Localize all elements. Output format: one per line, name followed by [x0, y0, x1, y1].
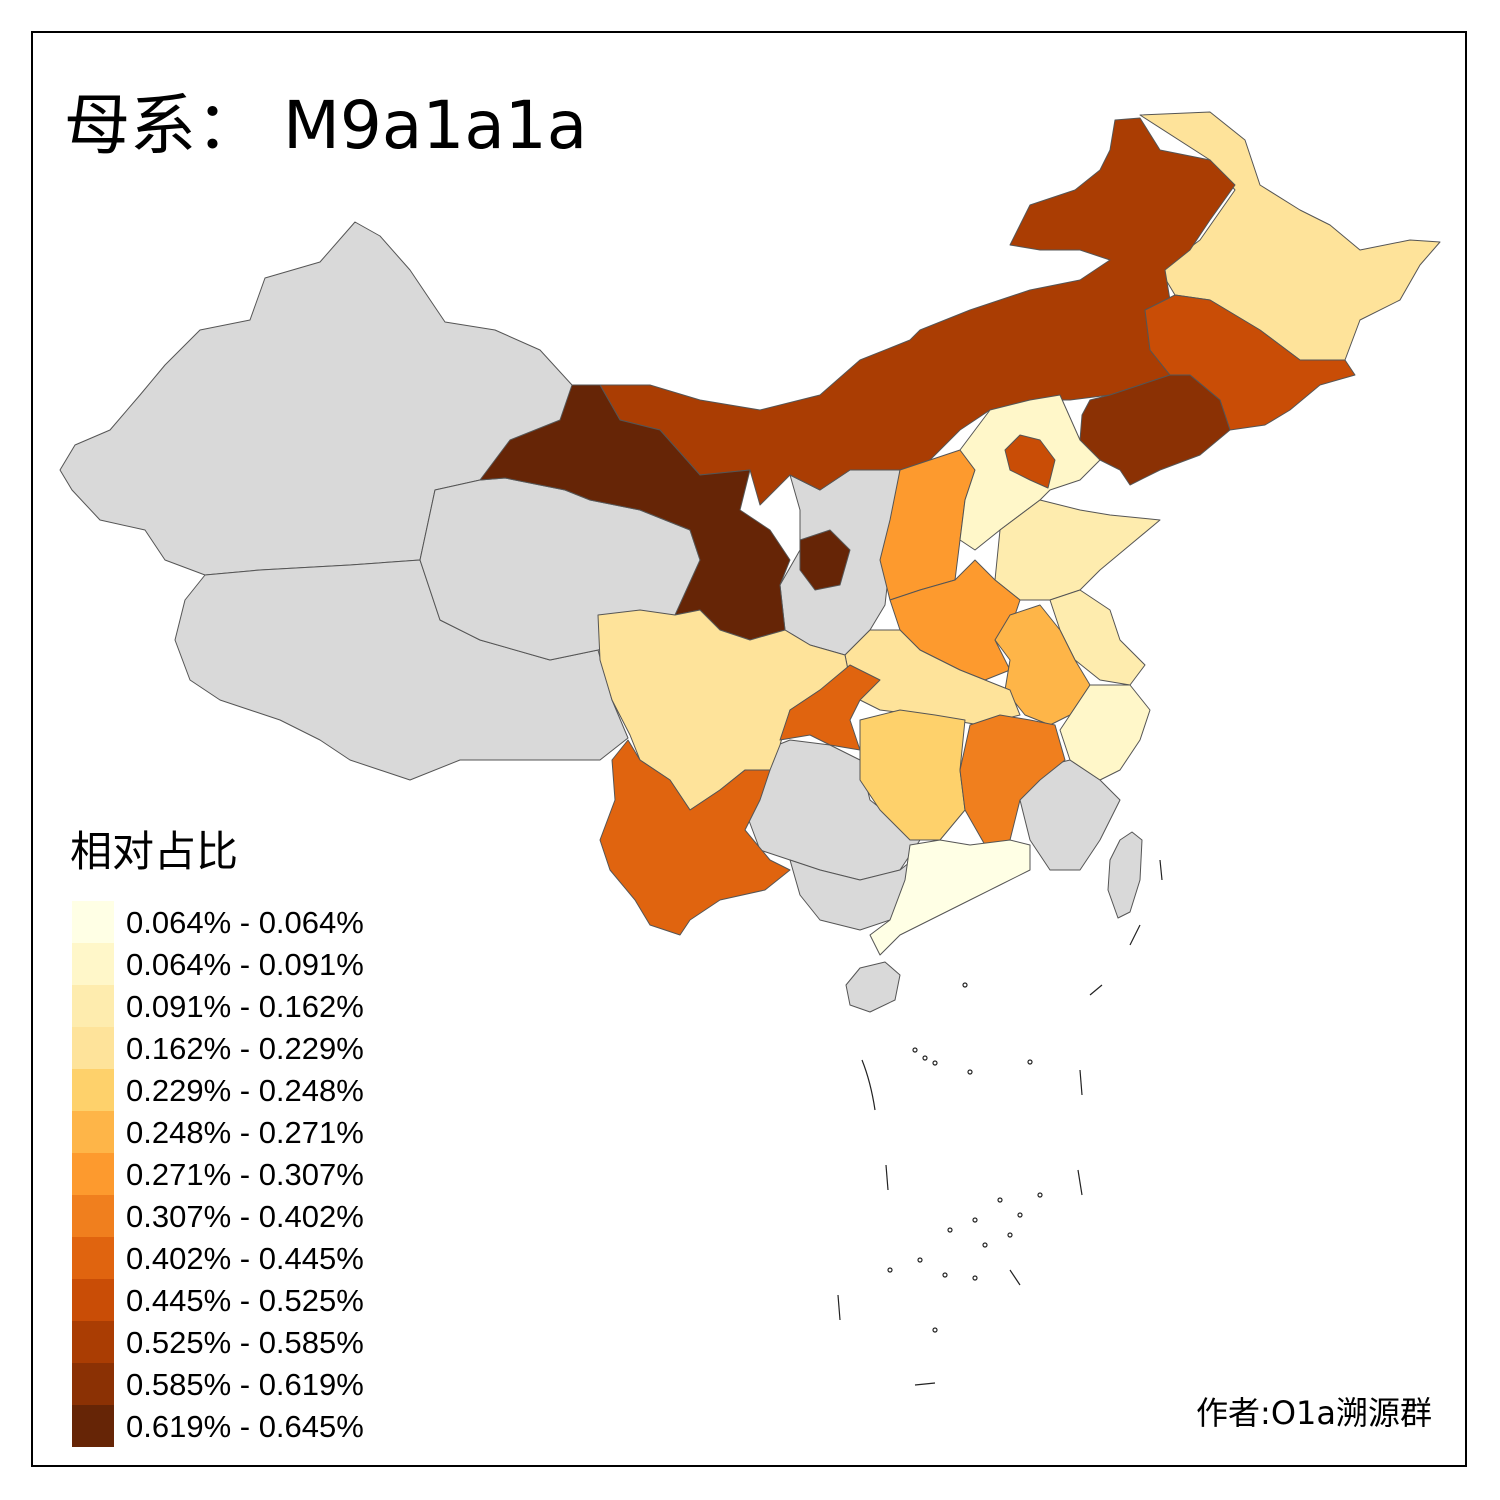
legend-item: 0.445% - 0.525%	[70, 1279, 364, 1321]
legend-item: 0.162% - 0.229%	[70, 1027, 364, 1069]
legend-swatch	[72, 1405, 114, 1447]
author-credit: 作者:O1a溯源群	[1196, 1394, 1432, 1432]
legend-item: 0.525% - 0.585%	[70, 1321, 364, 1363]
legend-label: 0.271% - 0.307%	[126, 1157, 364, 1192]
legend-item: 0.585% - 0.619%	[70, 1363, 364, 1405]
legend-swatch	[72, 1279, 114, 1321]
legend-swatch	[72, 1069, 114, 1111]
legend-swatch	[72, 1027, 114, 1069]
legend-label: 0.619% - 0.645%	[126, 1409, 364, 1444]
legend-item: 0.091% - 0.162%	[70, 985, 364, 1027]
legend-label: 0.402% - 0.445%	[126, 1241, 364, 1276]
legend-swatch	[72, 943, 114, 985]
legend-label: 0.445% - 0.525%	[126, 1283, 364, 1318]
legend-swatch	[72, 1111, 114, 1153]
map-frame	[31, 31, 1467, 1467]
legend-item: 0.619% - 0.645%	[70, 1405, 364, 1447]
legend-swatch	[72, 1237, 114, 1279]
map-title: 母系： M9a1a1a	[64, 87, 588, 164]
legend-swatch	[72, 901, 114, 943]
legend-label: 0.091% - 0.162%	[126, 989, 364, 1024]
province-shanxi	[879, 449, 976, 601]
legend-swatch	[72, 1363, 114, 1405]
province-beijing-tianjin	[1004, 434, 1056, 489]
legend-item: 0.229% - 0.248%	[70, 1069, 364, 1111]
legend-label: 0.162% - 0.229%	[126, 1031, 364, 1066]
legend-swatch	[72, 1195, 114, 1237]
legend-label: 0.525% - 0.585%	[126, 1325, 364, 1360]
legend-label: 0.248% - 0.271%	[126, 1115, 364, 1150]
legend-item: 0.064% - 0.091%	[70, 943, 364, 985]
south-china-sea-islands	[837, 859, 1163, 1386]
legend-item: 0.307% - 0.402%	[70, 1195, 364, 1237]
legend-item: 0.271% - 0.307%	[70, 1153, 364, 1195]
province-shandong	[994, 499, 1161, 601]
legend-item: 0.248% - 0.271%	[70, 1111, 364, 1153]
province-taiwan	[1107, 831, 1143, 919]
legend-swatch	[72, 1153, 114, 1195]
legend-rows: 0.064% - 0.064% 0.064% - 0.091% 0.091% - 0…	[70, 901, 364, 1447]
legend-item: 0.402% - 0.445%	[70, 1237, 364, 1279]
province-yunnan	[599, 739, 791, 936]
province-guangdong	[869, 839, 1031, 956]
legend-label: 0.064% - 0.091%	[126, 947, 364, 982]
legend-swatch	[72, 1321, 114, 1363]
legend-label: 0.229% - 0.248%	[126, 1073, 364, 1108]
legend-swatch	[72, 985, 114, 1027]
legend-title: 相对占比	[70, 827, 239, 876]
province-hainan	[845, 961, 901, 1013]
province-jiangxi	[959, 714, 1066, 846]
province-zhejiang	[1059, 684, 1151, 781]
map-legend: 相对占比 0.064% - 0.064% 0.064% - 0.091% 0.091…	[70, 818, 364, 1447]
legend-label: 0.585% - 0.619%	[126, 1367, 364, 1402]
legend-item: 0.064% - 0.064%	[70, 901, 364, 943]
province-anhui	[994, 604, 1091, 726]
province-ningxia	[799, 529, 851, 591]
legend-label: 0.307% - 0.402%	[126, 1199, 364, 1234]
legend-label: 0.064% - 0.064%	[126, 905, 364, 940]
